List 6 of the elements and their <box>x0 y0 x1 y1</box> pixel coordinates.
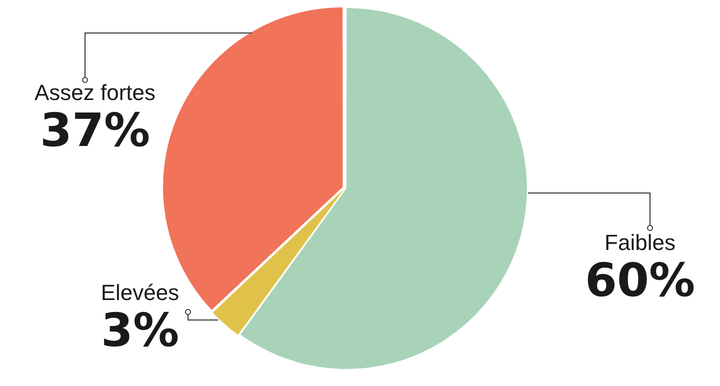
data-label: 60% <box>584 253 696 307</box>
slice-label: Faibles <box>604 230 676 255</box>
data-label: 37% <box>40 103 150 157</box>
slice-label: Assez fortes <box>34 80 156 105</box>
slice-label: Elevées <box>100 280 180 305</box>
data-label: 3% <box>100 303 180 357</box>
